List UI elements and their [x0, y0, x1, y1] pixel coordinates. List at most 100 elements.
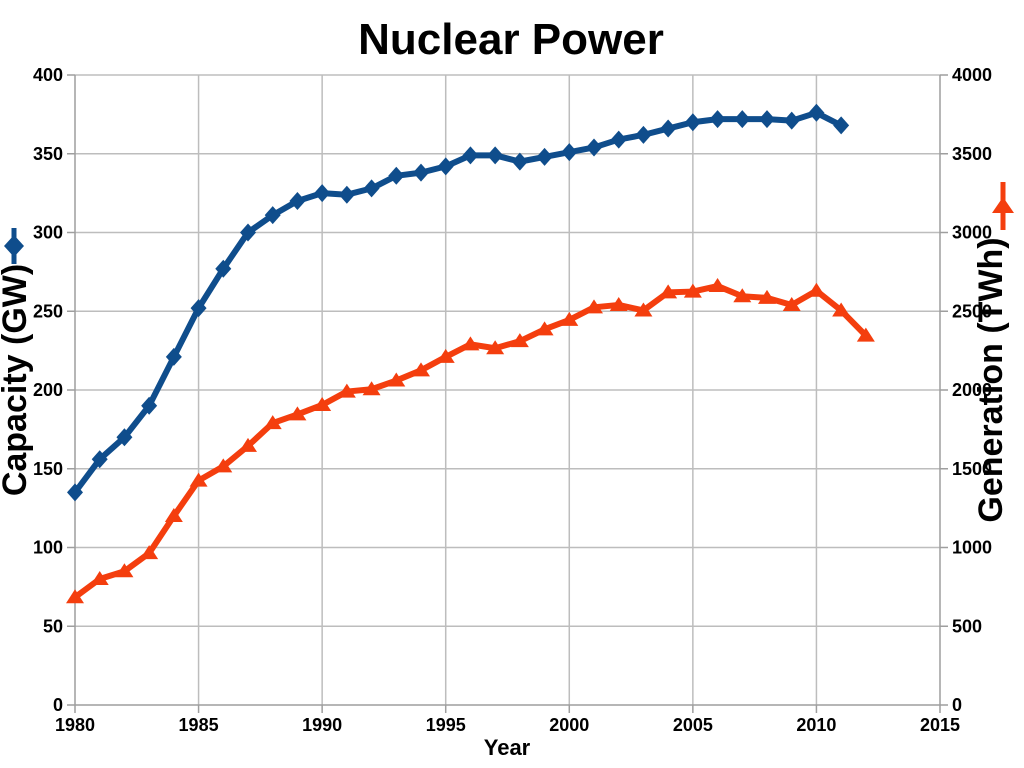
- diamond-marker-icon: [833, 116, 850, 135]
- right-axis-tick-label: 4000: [952, 65, 992, 85]
- diamond-marker-icon: [808, 103, 825, 122]
- tick-labels: 0501001502002503003504000500100015002000…: [33, 65, 992, 735]
- triangle-marker-icon: [189, 472, 208, 487]
- diamond-marker-icon: [413, 163, 429, 182]
- diamond-marker-icon: [759, 110, 775, 129]
- diamond-marker-icon: [363, 179, 380, 198]
- x-axis-tick-label: 2000: [549, 715, 589, 735]
- right-axis-tick-label: 3500: [952, 144, 992, 164]
- series-line: [72, 109, 845, 496]
- left-axis-tick-label: 150: [33, 459, 63, 479]
- triangle-marker-icon: [90, 571, 109, 585]
- right-axis-tick-label: 500: [952, 616, 982, 636]
- left-axis-tick-label: 350: [33, 144, 63, 164]
- triangle-marker-icon: [807, 282, 826, 297]
- diamond-marker-icon: [586, 138, 602, 157]
- right-axis-tick-label: 2000: [952, 380, 992, 400]
- triangle-marker-icon: [856, 327, 875, 342]
- x-axis-tick-label: 1980: [55, 715, 95, 735]
- left-axis-tick-label: 300: [33, 223, 63, 243]
- triangle-marker-icon: [486, 340, 505, 355]
- x-axis-tick-label: 2010: [796, 715, 836, 735]
- diamond-marker-icon: [165, 347, 182, 366]
- right-axis-tick-label: 1000: [952, 538, 992, 558]
- right-axis-tick-label: 3000: [952, 223, 992, 243]
- diamond-marker-icon: [240, 223, 256, 242]
- diamond-marker-icon: [734, 110, 751, 129]
- triangle-marker-icon: [535, 321, 554, 336]
- generation-legend-marker-icon: [992, 182, 1014, 230]
- x-axis-tick-label: 1995: [426, 715, 466, 735]
- left-axis-title: Capacity (GW): [0, 264, 34, 496]
- triangle-marker-icon: [337, 383, 356, 398]
- right-axis-tick-label: 1500: [952, 459, 992, 479]
- diamond-marker-icon: [338, 185, 355, 204]
- diamond-marker-icon: [67, 483, 83, 502]
- triangle-marker-icon: [733, 288, 752, 303]
- diamond-marker-icon: [561, 143, 578, 162]
- triangle-marker-icon: [634, 302, 653, 317]
- triangle-marker-icon: [140, 545, 159, 560]
- triangle-marker-icon: [585, 299, 603, 314]
- diamond-marker-icon: [635, 125, 652, 144]
- generation-legend-triangle-icon: [992, 197, 1014, 213]
- right-axis-title: Generation (TWh): [972, 237, 1010, 522]
- diamond-marker-icon: [141, 396, 158, 415]
- triangle-marker-icon: [313, 396, 332, 411]
- triangle-marker-icon: [164, 508, 183, 522]
- diamond-marker-icon: [388, 166, 405, 185]
- chart-title: Nuclear Power: [358, 15, 664, 64]
- diamond-marker-icon: [536, 147, 553, 166]
- x-axis-tick-label: 2005: [673, 715, 713, 735]
- triangle-marker-icon: [560, 311, 579, 326]
- triangle-marker-icon: [412, 362, 430, 377]
- left-axis-tick-label: 250: [33, 301, 63, 321]
- triangle-marker-icon: [683, 283, 702, 298]
- x-axis-tick-label: 1985: [179, 715, 219, 735]
- capacity-legend-diamond-icon: [4, 235, 24, 257]
- diamond-marker-icon: [783, 111, 800, 130]
- triangle-marker-icon: [239, 437, 257, 452]
- triangle-marker-icon: [461, 336, 480, 351]
- diamond-marker-icon: [709, 110, 726, 129]
- triangle-marker-icon: [263, 415, 282, 430]
- diamond-marker-icon: [215, 259, 232, 278]
- series-generation: [66, 278, 875, 604]
- triangle-marker-icon: [362, 381, 381, 396]
- triangle-marker-icon: [708, 278, 727, 293]
- x-axis-title: Year: [484, 735, 531, 760]
- triangle-marker-icon: [832, 302, 851, 317]
- triangle-marker-icon: [214, 458, 233, 473]
- diamond-marker-icon: [684, 113, 701, 132]
- diamond-marker-icon: [487, 146, 504, 165]
- left-axis-tick-label: 50: [43, 616, 63, 636]
- gridlines: [75, 74, 940, 705]
- x-axis-tick-label: 1990: [302, 715, 342, 735]
- triangle-marker-icon: [387, 372, 406, 387]
- left-axis-tick-label: 200: [33, 380, 63, 400]
- diamond-marker-icon: [314, 184, 331, 203]
- diamond-marker-icon: [264, 206, 281, 225]
- triangle-marker-icon: [66, 589, 84, 604]
- diamond-marker-icon: [660, 119, 677, 138]
- left-axis-tick-label: 400: [33, 65, 63, 85]
- tick-marks: [67, 74, 948, 713]
- triangle-marker-icon: [758, 289, 776, 304]
- diamond-marker-icon: [437, 157, 454, 176]
- series-capacity: [67, 103, 850, 502]
- triangle-marker-icon: [115, 563, 134, 578]
- right-axis-tick-label: 0: [952, 695, 962, 715]
- diamond-marker-icon: [190, 299, 207, 318]
- capacity-legend-marker-icon: [4, 228, 24, 264]
- triangle-marker-icon: [288, 406, 307, 421]
- x-axis-tick-label: 2015: [920, 715, 960, 735]
- triangle-marker-icon: [659, 284, 678, 299]
- diamond-marker-icon: [511, 152, 528, 171]
- left-axis-tick-label: 0: [53, 695, 63, 715]
- series-line: [72, 283, 869, 601]
- left-axis-tick-label: 100: [33, 538, 63, 558]
- triangle-marker-icon: [436, 348, 455, 363]
- triangle-marker-icon: [609, 296, 628, 311]
- diamond-marker-icon: [610, 130, 627, 149]
